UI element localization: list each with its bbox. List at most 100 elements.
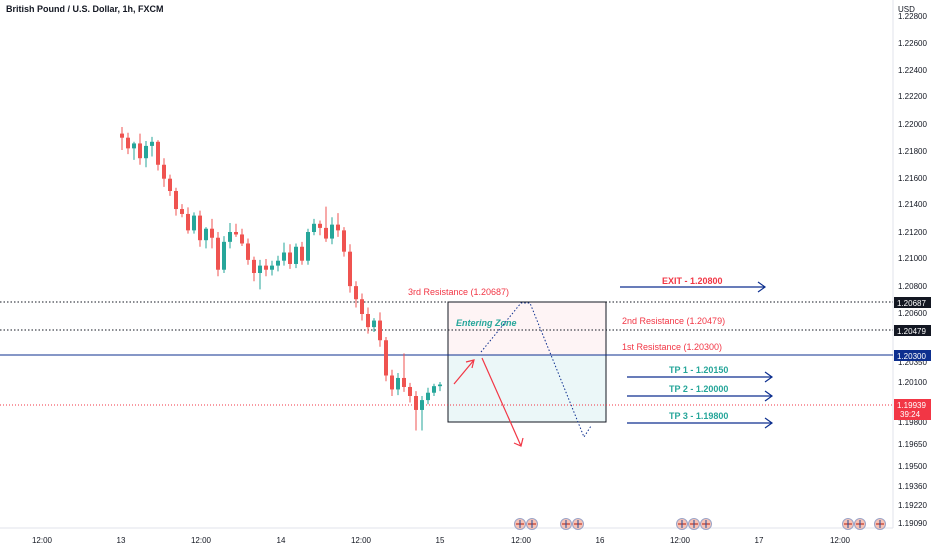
- candle: [330, 217, 334, 245]
- x-tick-label: 12:00: [511, 536, 532, 545]
- tp2-target[interactable]: TP 2 - 1.20000: [627, 384, 774, 402]
- candle: [198, 210, 202, 247]
- svg-text:1.20687: 1.20687: [897, 299, 926, 308]
- x-tick-label: 12:00: [351, 536, 372, 545]
- candle: [318, 220, 322, 236]
- y-tick-label: 1.22800: [898, 12, 927, 21]
- economic-event-icon[interactable]: [572, 518, 584, 530]
- candle: [168, 174, 172, 196]
- tp1-label: TP 1 - 1.20150: [669, 365, 728, 375]
- y-tick-label: 1.21200: [898, 228, 927, 237]
- candle: [420, 396, 424, 431]
- level-label-1st-resistance: 1st Resistance (1.20300): [622, 342, 722, 352]
- candle: [120, 127, 124, 150]
- candle: [252, 256, 256, 282]
- exit-target-label: EXIT - 1.20800: [662, 276, 723, 286]
- y-tick-label: 1.19220: [898, 501, 927, 510]
- economic-event-icon[interactable]: [842, 518, 854, 530]
- candle: [132, 141, 136, 160]
- y-tick-label: 1.19360: [898, 482, 927, 491]
- candle: [432, 383, 436, 396]
- x-tick-label: 12:00: [670, 536, 691, 545]
- candle: [156, 140, 160, 171]
- candle: [312, 218, 316, 236]
- projection-down-arrow: [481, 357, 524, 447]
- candle: [438, 382, 442, 392]
- tp1-target[interactable]: TP 1 - 1.20150: [627, 365, 774, 383]
- candle: [222, 236, 226, 273]
- resistance-zone: [448, 302, 606, 355]
- candle: [336, 213, 340, 237]
- time-axis[interactable]: 12:00 13 12:00 14 12:00 15 12:00 16 12:00 17 12:00: [32, 536, 851, 545]
- economic-event-icon[interactable]: [688, 518, 700, 530]
- x-tick-label: 12:00: [191, 536, 212, 545]
- y-tick-label: 1.21400: [898, 200, 927, 209]
- economic-event-icon[interactable]: [854, 518, 866, 530]
- candle: [324, 206, 328, 242]
- economic-event-icon[interactable]: [526, 518, 538, 530]
- candle: [264, 259, 268, 277]
- level-label-2nd-resistance: 2nd Resistance (1.20479): [622, 316, 725, 326]
- candle: [342, 227, 346, 257]
- candle: [192, 212, 196, 234]
- y-tick-label: 1.22600: [898, 39, 927, 48]
- exit-target[interactable]: EXIT - 1.20800: [620, 276, 767, 293]
- candle: [294, 243, 298, 269]
- level-label-3rd-resistance: 3rd Resistance (1.20687): [408, 287, 509, 297]
- price-badge-3rd-resistance: 1.20687: [894, 297, 931, 308]
- candle: [246, 238, 250, 265]
- y-tick-label: 1.22200: [898, 92, 927, 101]
- candle: [276, 255, 280, 272]
- candle: [234, 223, 238, 237]
- x-tick-label: 15: [436, 536, 445, 545]
- entering-zone-box[interactable]: [447, 301, 607, 423]
- projection-up-arrow: [453, 359, 475, 385]
- candle: [414, 391, 418, 431]
- candle: [270, 260, 274, 276]
- candle: [204, 227, 208, 249]
- candle: [210, 218, 214, 249]
- y-tick-label: 1.21800: [898, 147, 927, 156]
- entering-zone-area: [448, 355, 606, 422]
- y-tick-label: 1.20600: [898, 309, 927, 318]
- y-tick-label: 1.20800: [898, 282, 927, 291]
- y-tick-label: 1.19500: [898, 462, 927, 471]
- candle: [300, 241, 304, 265]
- candle: [384, 336, 388, 382]
- x-tick-label: 12:00: [830, 536, 851, 545]
- candle: [306, 228, 310, 265]
- candle: [372, 318, 376, 333]
- y-tick-label: 1.21000: [898, 254, 927, 263]
- candle: [348, 244, 352, 293]
- economic-events[interactable]: [514, 518, 886, 530]
- candle: [408, 382, 412, 403]
- y-tick-label: 1.19800: [898, 418, 927, 427]
- svg-text:39:24: 39:24: [900, 410, 921, 419]
- svg-text:1.20300: 1.20300: [897, 352, 926, 361]
- x-tick-label: 14: [277, 536, 286, 545]
- candle: [426, 387, 430, 405]
- candle: [138, 133, 142, 165]
- economic-event-icon[interactable]: [514, 518, 526, 530]
- currency-label: USD: [898, 5, 915, 14]
- y-tick-label: 1.22400: [898, 66, 927, 75]
- economic-event-icon[interactable]: [560, 518, 572, 530]
- tp3-target[interactable]: TP 3 - 1.19800: [627, 411, 774, 429]
- price-badge-1st-resistance: 1.20300: [894, 350, 931, 361]
- tp3-label: TP 3 - 1.19800: [669, 411, 728, 421]
- y-tick-label: 1.19650: [898, 440, 927, 449]
- x-tick-label: 16: [596, 536, 605, 545]
- chart-title: British Pound / U.S. Dollar, 1h, FXCM: [6, 4, 164, 14]
- price-axis[interactable]: 1.22800 1.22600 1.22400 1.22200 1.22000 1.218…: [898, 12, 927, 528]
- entering-zone-label: Entering Zone: [456, 318, 517, 328]
- economic-event-icon[interactable]: [874, 518, 886, 530]
- x-tick-label: 12:00: [32, 536, 53, 545]
- current-price-badge: 1.19939 39:24: [894, 399, 931, 420]
- candle: [402, 353, 406, 392]
- economic-event-icon[interactable]: [700, 518, 712, 530]
- candle: [378, 312, 382, 347]
- candle: [162, 158, 166, 187]
- economic-event-icon[interactable]: [676, 518, 688, 530]
- projection-dotted-path: [480, 302, 592, 439]
